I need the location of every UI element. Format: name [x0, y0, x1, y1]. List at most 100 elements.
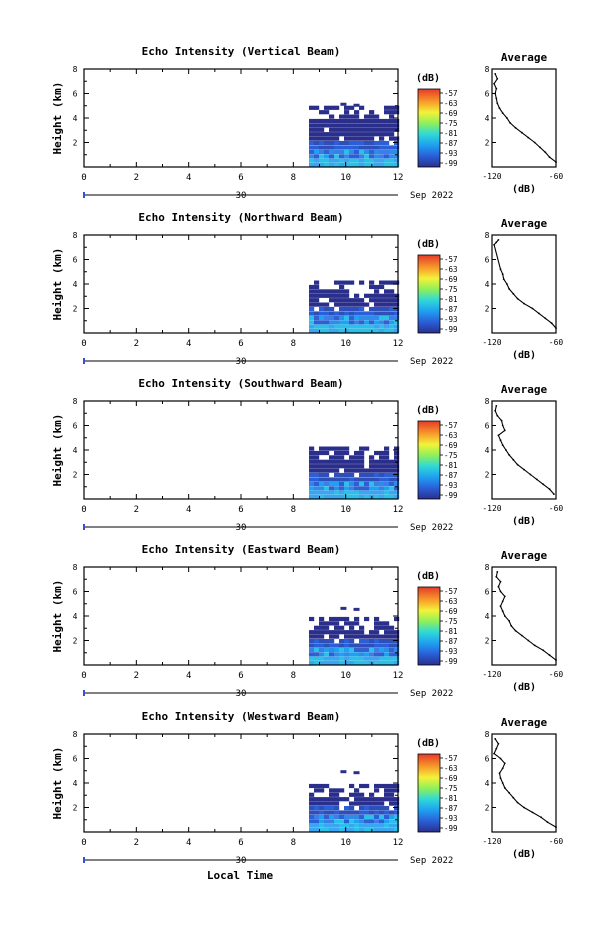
heatmap-cell	[314, 652, 320, 657]
heatmap-cell	[394, 819, 400, 824]
colorbar	[417, 753, 441, 833]
heatmap-cell	[314, 315, 320, 320]
y-tick-label: 4	[73, 612, 78, 621]
date-day-label: 30	[236, 191, 247, 201]
heatmap-cell	[384, 127, 390, 132]
heatmap-cell	[319, 801, 325, 806]
heatmap-cell	[309, 302, 315, 307]
average-profile-point	[497, 434, 500, 437]
heatmap-cell	[374, 450, 380, 456]
heatmap-cell	[379, 643, 385, 648]
heatmap-cell	[379, 455, 385, 460]
heatmap-cell	[314, 643, 320, 648]
heatmap-cell	[334, 481, 340, 486]
heatmap-cell	[334, 149, 340, 154]
colorbar	[417, 586, 441, 666]
average-y-tick-label: 8	[485, 231, 490, 240]
heatmap-cell	[359, 625, 365, 630]
heatmap-cell	[314, 639, 320, 644]
heatmap-cell	[384, 298, 390, 303]
average-profile-point	[493, 243, 495, 246]
heatmap-cell	[349, 495, 355, 500]
heatmap-cell	[334, 823, 340, 828]
heatmap-cell	[344, 477, 350, 482]
heatmap-cell	[309, 634, 315, 639]
heatmap-cell	[369, 643, 375, 648]
heatmap-cell	[369, 280, 375, 285]
heatmap-cell	[319, 118, 325, 124]
heatmap-cell	[354, 158, 360, 163]
heatmap-cell	[329, 320, 335, 325]
heatmap-cell	[389, 661, 395, 666]
heatmap-cell	[389, 801, 395, 806]
heatmap-cell	[344, 810, 350, 815]
heatmap-cell	[364, 154, 370, 159]
heatmap-cell	[314, 136, 320, 141]
heatmap-cell	[394, 158, 400, 163]
heatmap-cell	[364, 616, 370, 622]
heatmap-cell	[339, 616, 345, 622]
colorbar	[417, 254, 441, 334]
heatmap-cell	[309, 298, 315, 303]
heatmap-cell	[329, 630, 335, 635]
heatmap-cell	[309, 814, 315, 819]
heatmap-cell	[359, 450, 365, 456]
average-profile-point	[497, 585, 500, 588]
heatmap-cell	[379, 132, 385, 137]
heatmap-cell	[389, 495, 395, 500]
average-profile-point	[493, 752, 495, 755]
heatmap-cell	[314, 634, 320, 639]
heatmap-cell	[364, 652, 370, 657]
heatmap-cell	[339, 450, 345, 456]
heatmap-cell	[364, 643, 370, 648]
heatmap-cell	[314, 455, 320, 460]
average-profile-point	[499, 590, 502, 593]
heatmap-cell	[369, 118, 375, 124]
heatmap-cell	[369, 477, 375, 482]
heatmap-cell	[374, 140, 380, 146]
heatmap-cell	[394, 797, 400, 802]
heatmap-cell	[334, 656, 340, 661]
heatmap-cell	[334, 792, 340, 797]
heatmap-cell	[359, 810, 365, 815]
heatmap-data	[309, 102, 400, 168]
heatmap-cell	[309, 661, 315, 666]
y-tick-label: 6	[73, 256, 78, 265]
heatmap-cell	[319, 311, 325, 316]
heatmap-cell	[334, 647, 340, 652]
heatmap-cell	[379, 315, 385, 320]
heatmap-cell	[324, 293, 330, 298]
average-profile-point	[496, 571, 499, 573]
average-x-tick-label: -60	[549, 504, 564, 513]
heatmap-cell	[349, 127, 355, 132]
y-axis-title: Height (km)	[51, 747, 64, 820]
heatmap-cell	[349, 652, 355, 657]
heatmap-cell	[394, 311, 400, 316]
date-month-year-label: Sep 2022	[410, 856, 453, 866]
average-profile-point	[501, 273, 504, 276]
heatmap-cell	[374, 814, 380, 819]
x-tick-label: 4	[186, 505, 191, 515]
heatmap-cell	[354, 652, 360, 657]
heatmap-cell	[364, 661, 370, 666]
heatmap-cell	[374, 823, 380, 828]
heatmap-cell	[334, 788, 340, 793]
average-profile-point	[540, 816, 542, 819]
x-tick-label: 2	[134, 173, 139, 183]
heatmap-cell	[389, 634, 395, 639]
heatmap-cell	[349, 639, 355, 644]
average-profile-point	[505, 449, 507, 451]
average-profile-point	[516, 297, 519, 300]
heatmap-cell	[344, 495, 350, 500]
heatmap-cell	[359, 468, 365, 473]
heatmap-cell	[359, 446, 365, 451]
heatmap-cell	[384, 289, 390, 294]
heatmap-cell	[319, 127, 325, 132]
heatmap-cell	[340, 102, 347, 106]
average-profile-point	[508, 791, 510, 794]
average-profile-point	[555, 161, 557, 164]
heatmap-cell	[369, 324, 375, 329]
heatmap-cell	[353, 771, 360, 775]
heatmap-cell	[384, 123, 390, 128]
heatmap-cell	[329, 490, 335, 495]
